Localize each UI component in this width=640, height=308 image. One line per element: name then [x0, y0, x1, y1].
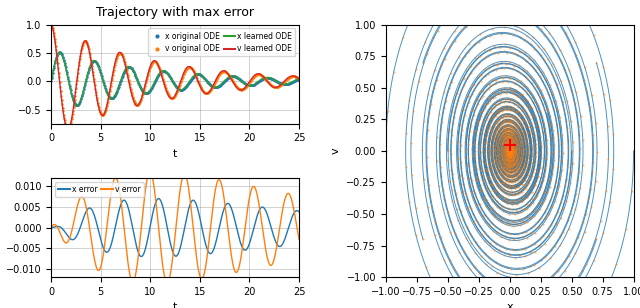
v learned ODE — [52, 49, 60, 53]
Line: x learned ODE: x learned ODE — [51, 52, 299, 106]
v original ODE — [251, 74, 259, 78]
v original ODE — [64, 127, 72, 131]
x error — [138, 255, 145, 258]
v original ODE — [289, 75, 297, 78]
x error — [259, 205, 267, 209]
v learned ODE — [259, 75, 267, 79]
v error — [146, 170, 154, 174]
Line: v learned ODE: v learned ODE — [51, 25, 299, 129]
x error — [186, 204, 193, 208]
x learned ODE — [73, 104, 81, 107]
x error — [250, 229, 257, 232]
Line: x error: x error — [51, 199, 299, 257]
x error — [47, 226, 55, 229]
x learned ODE — [56, 51, 63, 54]
v learned ODE — [64, 128, 72, 131]
v error — [47, 226, 55, 229]
x original ODE — [167, 77, 175, 81]
v error — [269, 262, 276, 265]
x original ODE — [251, 82, 259, 86]
x original ODE — [73, 104, 81, 107]
v original ODE — [182, 68, 189, 72]
x learned ODE — [52, 56, 60, 59]
x error — [143, 239, 151, 242]
x error — [52, 225, 60, 229]
Title: Trajectory with max error: Trajectory with max error — [96, 6, 254, 19]
v learned ODE — [249, 75, 257, 79]
x original ODE — [166, 75, 173, 79]
Line: v original ODE: v original ODE — [50, 24, 300, 130]
Y-axis label: v: v — [331, 148, 340, 154]
v error — [250, 185, 257, 188]
x original ODE — [182, 84, 190, 88]
x error — [295, 210, 303, 214]
x original ODE — [47, 79, 55, 83]
Line: v error: v error — [51, 172, 299, 283]
X-axis label: t: t — [173, 149, 177, 159]
v original ODE — [295, 77, 303, 80]
X-axis label: x: x — [506, 302, 513, 308]
x original ODE — [290, 79, 298, 83]
v learned ODE — [295, 77, 303, 81]
v error — [163, 281, 171, 285]
v original ODE — [165, 94, 173, 98]
x learned ODE — [186, 79, 193, 83]
x original ODE — [56, 51, 63, 54]
x learned ODE — [143, 91, 151, 95]
v learned ODE — [186, 65, 193, 68]
X-axis label: t: t — [173, 302, 177, 308]
x learned ODE — [259, 76, 267, 80]
x learned ODE — [250, 83, 257, 87]
Line: x original ODE: x original ODE — [50, 51, 300, 107]
Legend: x error, v error: x error, v error — [55, 182, 144, 197]
x learned ODE — [295, 77, 303, 81]
v error — [143, 176, 151, 180]
x original ODE — [196, 72, 204, 76]
v original ODE — [47, 23, 55, 26]
v error — [259, 233, 267, 236]
v error — [52, 224, 60, 227]
v original ODE — [195, 81, 203, 85]
v learned ODE — [269, 85, 276, 88]
x error — [155, 197, 163, 201]
x error — [269, 231, 276, 235]
x original ODE — [295, 77, 303, 81]
v error — [295, 237, 303, 241]
x learned ODE — [47, 79, 55, 83]
x learned ODE — [269, 77, 276, 81]
v error — [186, 194, 193, 198]
v original ODE — [167, 96, 175, 99]
v learned ODE — [143, 74, 151, 78]
Legend: x original ODE, v original ODE, x learned ODE, v learned ODE: x original ODE, v original ODE, x learne… — [148, 28, 295, 56]
v learned ODE — [47, 23, 55, 26]
